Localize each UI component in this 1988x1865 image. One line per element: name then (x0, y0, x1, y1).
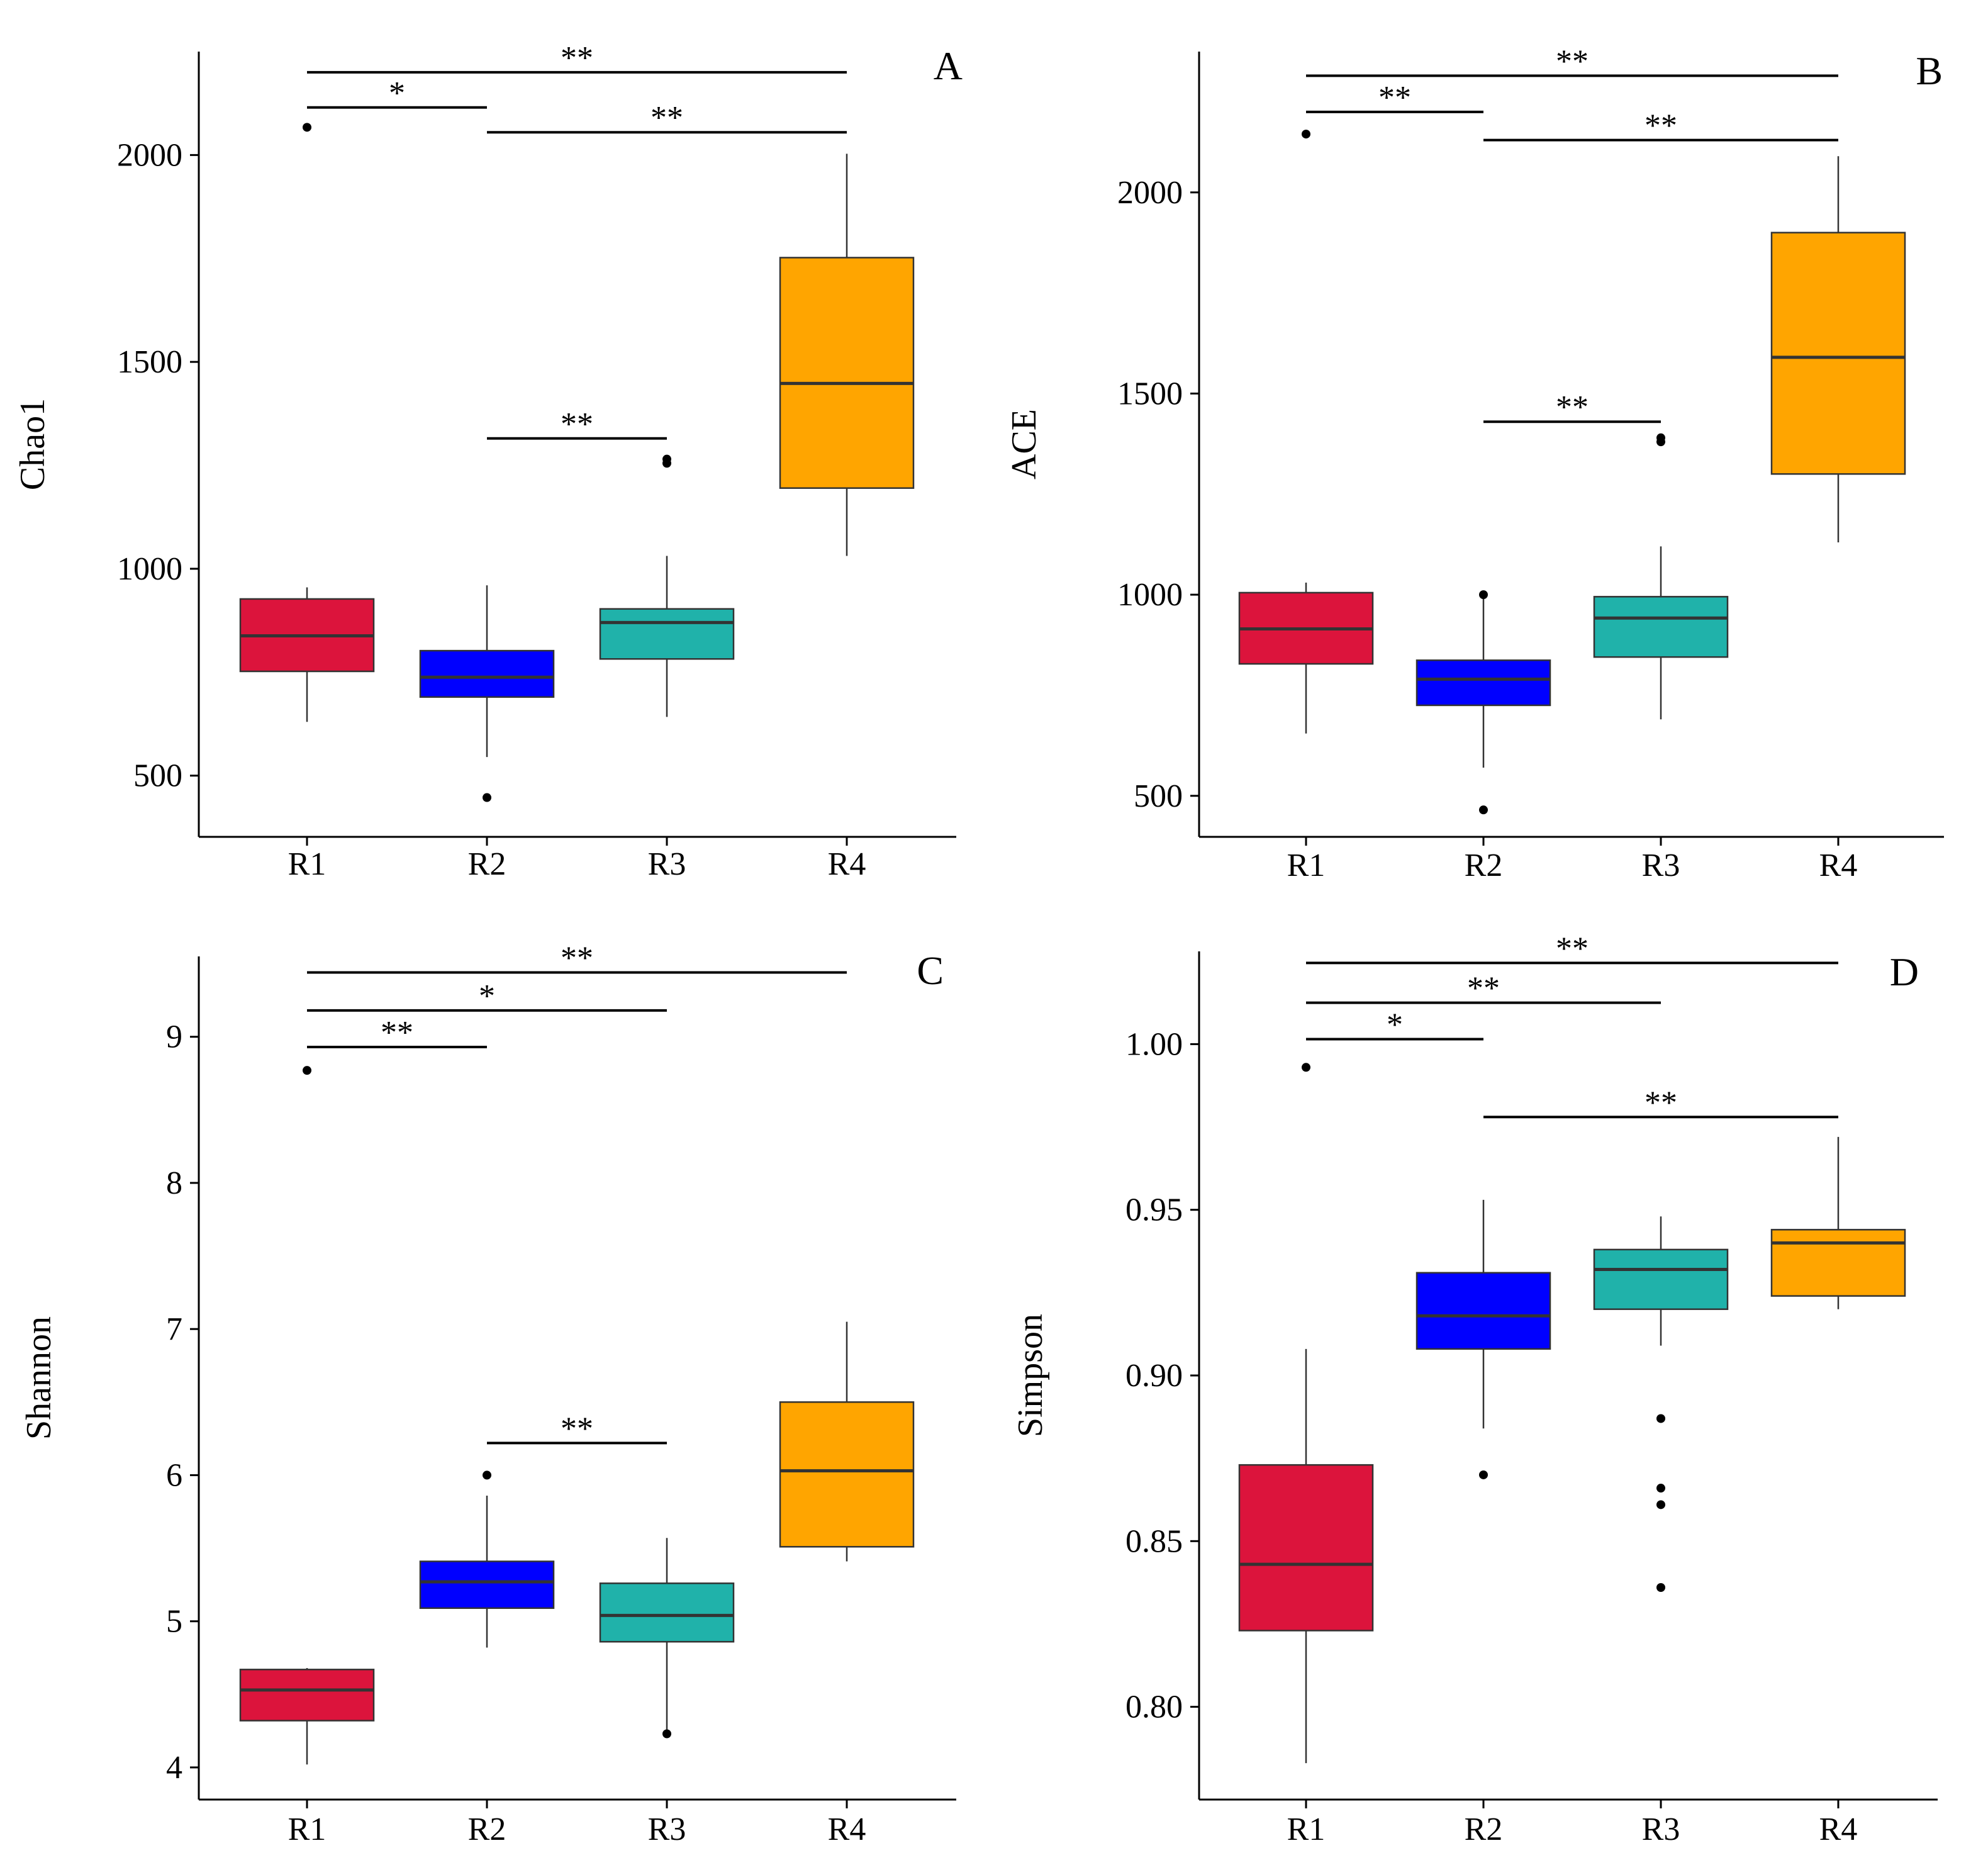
outlier-point (483, 793, 491, 802)
significance-label: ** (651, 100, 683, 136)
outlier-point (1656, 1500, 1665, 1509)
panel-letter: D (1890, 949, 1919, 994)
x-tick-label: R2 (468, 1812, 506, 1847)
y-tick-label: 500 (1134, 778, 1183, 814)
significance-label: * (479, 978, 495, 1014)
y-tick-label: 500 (133, 758, 182, 794)
y-axis-title: Chao1 (13, 398, 52, 490)
x-tick-label: R2 (1465, 1812, 1503, 1847)
box-r4 (779, 257, 915, 489)
y-tick-label: 2000 (117, 137, 182, 173)
significance-label: ** (561, 406, 593, 442)
x-tick-label: R2 (1465, 848, 1503, 883)
panel-b-ace: 500 1000 1500 2000 R1 R2 R3 R4 ACE B ** ** ** ** (1005, 43, 1944, 883)
box-r3 (1593, 1248, 1729, 1310)
y-tick-label: 6 (166, 1457, 182, 1493)
x-tick-label: R1 (1287, 1812, 1326, 1847)
y-tick-label: 1500 (117, 344, 182, 380)
box-r2 (1416, 659, 1551, 707)
panel-letter: B (1916, 48, 1943, 93)
y-tick-label: 7 (166, 1311, 182, 1347)
outlier-point (303, 123, 311, 132)
x-tick-label: R3 (648, 1812, 686, 1847)
significance-label: ** (381, 1015, 413, 1051)
significance-label: ** (561, 1411, 593, 1447)
significance-label: ** (1645, 108, 1677, 144)
box-r3 (1593, 596, 1729, 658)
y-tick-label: 9 (166, 1019, 182, 1055)
box-r2 (1416, 1272, 1551, 1350)
significance-label: ** (1556, 43, 1589, 79)
x-tick-label: R3 (1642, 1812, 1680, 1847)
y-tick-label: 8 (166, 1165, 182, 1201)
box-r3 (599, 1582, 735, 1643)
significance-label: ** (1467, 971, 1500, 1007)
significance-label: ** (1556, 931, 1589, 966)
box-r3 (599, 608, 735, 660)
x-tick-label: R1 (288, 1812, 327, 1847)
outlier-point (662, 1729, 671, 1739)
box-r2 (419, 649, 555, 698)
significance-label: ** (1378, 80, 1411, 116)
outlier-point (1656, 1484, 1665, 1493)
panel-letter: A (934, 43, 963, 88)
y-tick-label: 0.85 (1125, 1523, 1183, 1559)
significance-label: * (389, 76, 405, 111)
significance-label: ** (561, 40, 593, 76)
significance-label: ** (561, 941, 593, 977)
x-tick-label: R4 (828, 1812, 866, 1847)
outlier-point (1656, 433, 1665, 442)
outlier-point (303, 1066, 311, 1075)
outlier-point (1479, 805, 1488, 815)
y-axis-title: Shannon (20, 1316, 59, 1440)
outlier-point (1302, 130, 1310, 139)
y-axis-title: Simpson (1011, 1314, 1050, 1437)
box-r4 (1770, 1229, 1906, 1297)
x-tick-label: R3 (648, 846, 686, 882)
significance-label: * (1387, 1007, 1403, 1043)
x-tick-label: R4 (1819, 1812, 1858, 1847)
y-axis-title: ACE (1005, 409, 1044, 479)
y-tick-label: 1000 (1117, 577, 1183, 613)
significance-label: ** (1556, 389, 1589, 425)
box-r1 (239, 1669, 375, 1722)
y-tick-label: 1500 (1117, 376, 1183, 412)
outlier-point (483, 1470, 491, 1480)
x-tick-label: R4 (1819, 848, 1858, 883)
y-tick-label: 5 (166, 1604, 182, 1640)
box-r2 (419, 1560, 555, 1610)
outlier-point (1656, 1414, 1665, 1423)
y-tick-label: 0.95 (1125, 1192, 1183, 1228)
outlier-point (1656, 1583, 1665, 1592)
significance-label: ** (1645, 1085, 1677, 1121)
y-tick-label: 2000 (1117, 175, 1183, 211)
outlier-point (1302, 1063, 1310, 1072)
box-r1 (1238, 1464, 1374, 1632)
box-r4 (1770, 232, 1906, 475)
x-tick-label: R1 (288, 846, 327, 882)
y-tick-label: 0.80 (1125, 1689, 1183, 1725)
x-tick-label: R3 (1642, 848, 1680, 883)
y-tick-label: 1000 (117, 551, 182, 587)
panel-letter: C (917, 948, 944, 993)
outlier-point (662, 454, 671, 464)
box-r4 (779, 1401, 915, 1548)
x-tick-label: R1 (1287, 848, 1326, 883)
y-tick-label: 4 (166, 1750, 182, 1786)
y-tick-label: 0.90 (1125, 1358, 1183, 1394)
x-tick-label: R4 (828, 846, 866, 882)
y-tick-label: 1.00 (1125, 1026, 1183, 1062)
outlier-point (1479, 1470, 1488, 1479)
x-tick-label: R2 (468, 846, 506, 882)
outlier-point (1479, 590, 1488, 600)
